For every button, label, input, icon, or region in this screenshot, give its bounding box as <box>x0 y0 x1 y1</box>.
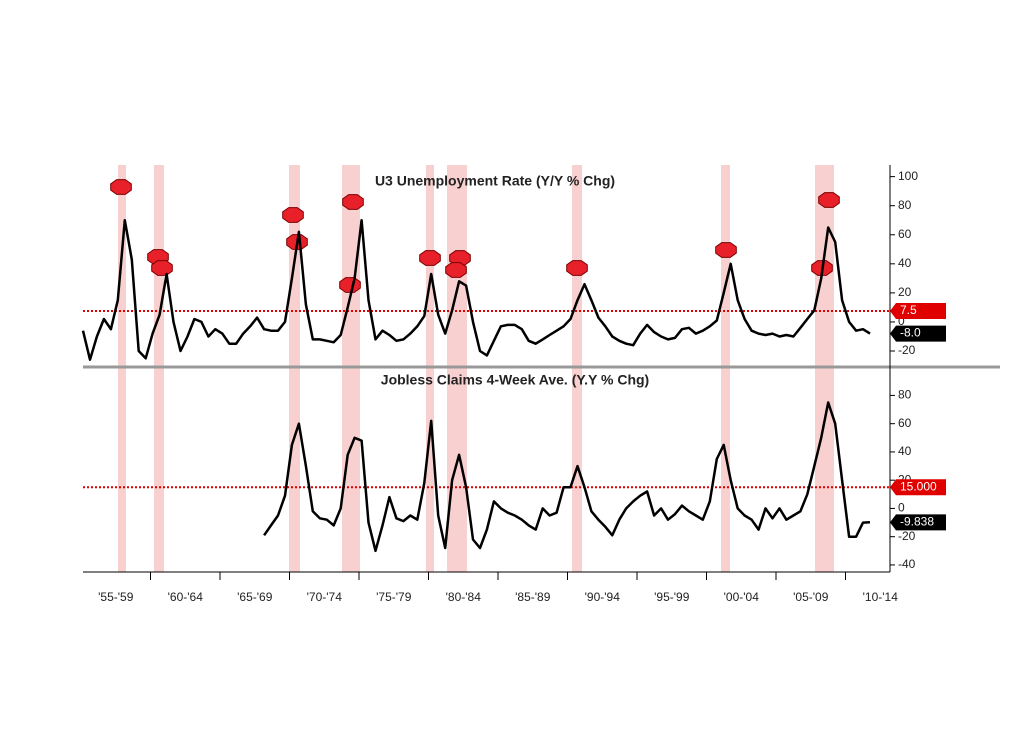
x-tick-label: '80-'84 <box>446 590 482 604</box>
chart-title: U3 Unemployment Rate (Y/Y % Chg) <box>375 173 615 189</box>
last-value-box <box>890 325 946 342</box>
x-tick-label: '60-'64 <box>168 590 204 604</box>
chart-title: Jobless Claims 4-Week Ave. (Y.Y % Chg) <box>381 372 649 388</box>
y-tick-label: -40 <box>898 557 916 571</box>
x-tick-label: '05-'09 <box>793 590 829 604</box>
last-value-label: -9.838 <box>900 515 934 529</box>
x-tick-label: '95-'99 <box>654 590 690 604</box>
recession-icon <box>715 242 737 258</box>
y-tick-label: 60 <box>898 227 912 241</box>
y-tick-label: -20 <box>898 529 916 543</box>
x-tick-label: '85-'89 <box>515 590 551 604</box>
last-value-box <box>890 514 946 531</box>
recession-icon <box>445 262 467 278</box>
x-tick-label: '55-'59 <box>98 590 134 604</box>
recession-icons <box>110 179 840 293</box>
threshold-label: 7.5 <box>900 303 917 317</box>
y-tick-label: 40 <box>898 256 912 270</box>
recession-icon <box>566 260 588 276</box>
y-tick-label: 0 <box>898 501 905 515</box>
recession-icon <box>342 194 364 210</box>
y-tick-label: 80 <box>898 388 912 402</box>
y-tick-label: 60 <box>898 416 912 430</box>
x-tick-label: '10-'14 <box>863 590 899 604</box>
data-line <box>81 218 871 361</box>
recession-icon <box>419 250 441 266</box>
x-tick-label: '90-'94 <box>585 590 621 604</box>
x-tick-label: '70-'74 <box>307 590 343 604</box>
recession-icon <box>818 192 840 208</box>
y-tick-label: 100 <box>898 169 918 183</box>
recession-icon <box>151 260 173 276</box>
threshold-box <box>890 479 946 496</box>
threshold-label: 15.000 <box>900 479 937 493</box>
y-tick-label: 40 <box>898 444 912 458</box>
threshold-box <box>890 303 946 320</box>
recession-icon <box>339 277 361 293</box>
y-tick-label: -20 <box>898 343 916 357</box>
y-tick-label: 20 <box>898 285 912 299</box>
last-value-label: -8.0 <box>900 326 921 340</box>
y-tick-label: 80 <box>898 198 912 212</box>
data-line <box>263 401 871 553</box>
y-tick-label: 0 <box>898 314 905 328</box>
recession-icon <box>110 179 132 195</box>
recession-icon <box>282 207 304 223</box>
x-tick-label: '00-'04 <box>724 590 760 604</box>
x-tick-label: '75-'79 <box>376 590 412 604</box>
x-tick-label: '65-'69 <box>237 590 273 604</box>
